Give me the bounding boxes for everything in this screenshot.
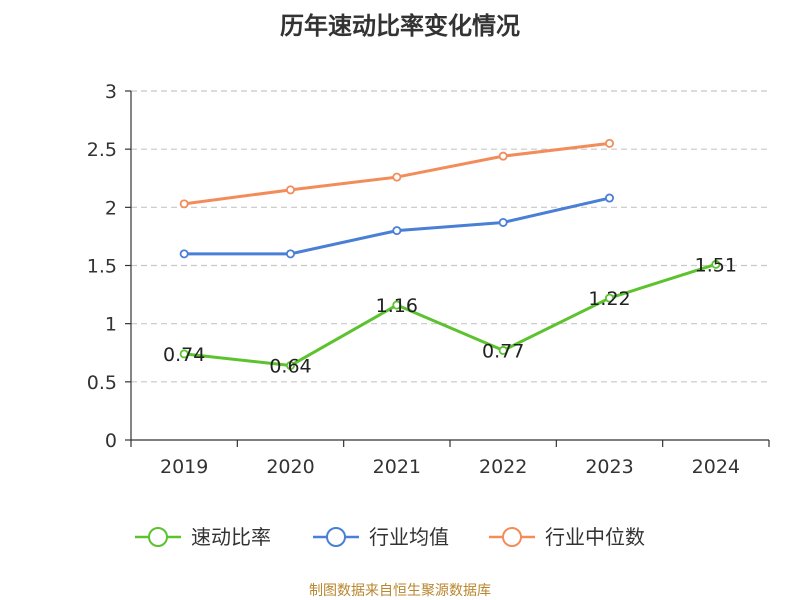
grid-lines [131, 90, 769, 383]
data-point [498, 345, 508, 355]
data-point [179, 349, 189, 359]
data-label: 0.74 [163, 344, 205, 366]
data-point [392, 226, 402, 236]
data-label: 0.64 [269, 356, 311, 378]
x-tick-label: 2021 [373, 456, 421, 478]
data-labels: 0.74 0.64 1.16 0.77 1.22 1.51 [163, 254, 737, 377]
x-tick-label: 2020 [266, 456, 314, 478]
y-tick-label: 0 [105, 430, 117, 452]
data-point [498, 217, 508, 227]
data-point [285, 361, 295, 371]
series-line-1 [184, 196, 610, 256]
legend-label-1[interactable]: 行业均值 [369, 525, 449, 549]
series-line-0 [184, 262, 717, 368]
data-point [285, 249, 295, 259]
legend-marker-1 [326, 527, 346, 547]
data-point [179, 199, 189, 209]
x-tick-label: 2024 [692, 456, 740, 478]
legend: 速动比率 行业均值 行业中位数 [135, 525, 645, 549]
data-point [711, 259, 721, 269]
x-tick-label: 2022 [479, 456, 527, 478]
chart-title: 历年速动比率变化情况 [280, 12, 520, 40]
x-tick-label: 2023 [585, 456, 633, 478]
data-point [498, 151, 508, 161]
x-tick-label: 2019 [160, 456, 208, 478]
data-point [605, 193, 615, 203]
source-note: 制图数据来自恒生聚源数据库 [309, 583, 491, 599]
y-tick-label: 1.5 [87, 256, 117, 278]
data-point [392, 172, 402, 182]
axes: 0 0.5 1 1.5 2 2.5 3 2019 2020 2021 2022 2023 2024 [87, 81, 770, 478]
y-tick-label: 1 [105, 314, 117, 336]
data-point [392, 300, 402, 310]
data-label: 1.22 [588, 288, 630, 310]
data-point [285, 185, 295, 195]
data-point [605, 138, 615, 148]
y-tick-label: 2.5 [87, 139, 117, 161]
legend-marker-0 [148, 527, 168, 547]
y-tick-label: 3 [105, 81, 117, 103]
data-label: 0.77 [482, 340, 524, 362]
data-label: 1.16 [376, 295, 418, 317]
data-point [179, 249, 189, 259]
legend-label-0[interactable]: 速动比率 [191, 525, 271, 549]
y-tick-label: 0.5 [87, 372, 117, 394]
series-lines [179, 138, 721, 371]
legend-marker-2 [502, 527, 522, 547]
data-label: 1.51 [695, 254, 737, 276]
data-point [605, 293, 615, 303]
y-tick-label: 2 [105, 197, 117, 219]
legend-label-2[interactable]: 行业中位数 [545, 525, 645, 549]
